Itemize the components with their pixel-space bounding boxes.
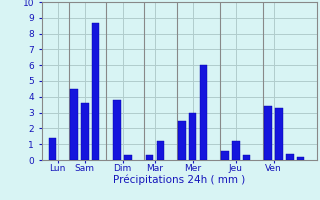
Bar: [297, 157, 304, 160]
Bar: [178, 120, 186, 160]
Bar: [286, 154, 293, 160]
Bar: [189, 113, 196, 160]
Bar: [146, 155, 153, 160]
Bar: [124, 155, 132, 160]
Bar: [113, 100, 121, 160]
Bar: [70, 89, 78, 160]
Bar: [92, 23, 99, 160]
Bar: [200, 65, 207, 160]
Bar: [156, 141, 164, 160]
Bar: [264, 106, 272, 160]
Bar: [232, 141, 240, 160]
Bar: [81, 103, 89, 160]
Bar: [243, 155, 251, 160]
Bar: [49, 138, 56, 160]
Bar: [221, 151, 229, 160]
Bar: [275, 108, 283, 160]
X-axis label: Précipitations 24h ( mm ): Précipitations 24h ( mm ): [113, 175, 245, 185]
